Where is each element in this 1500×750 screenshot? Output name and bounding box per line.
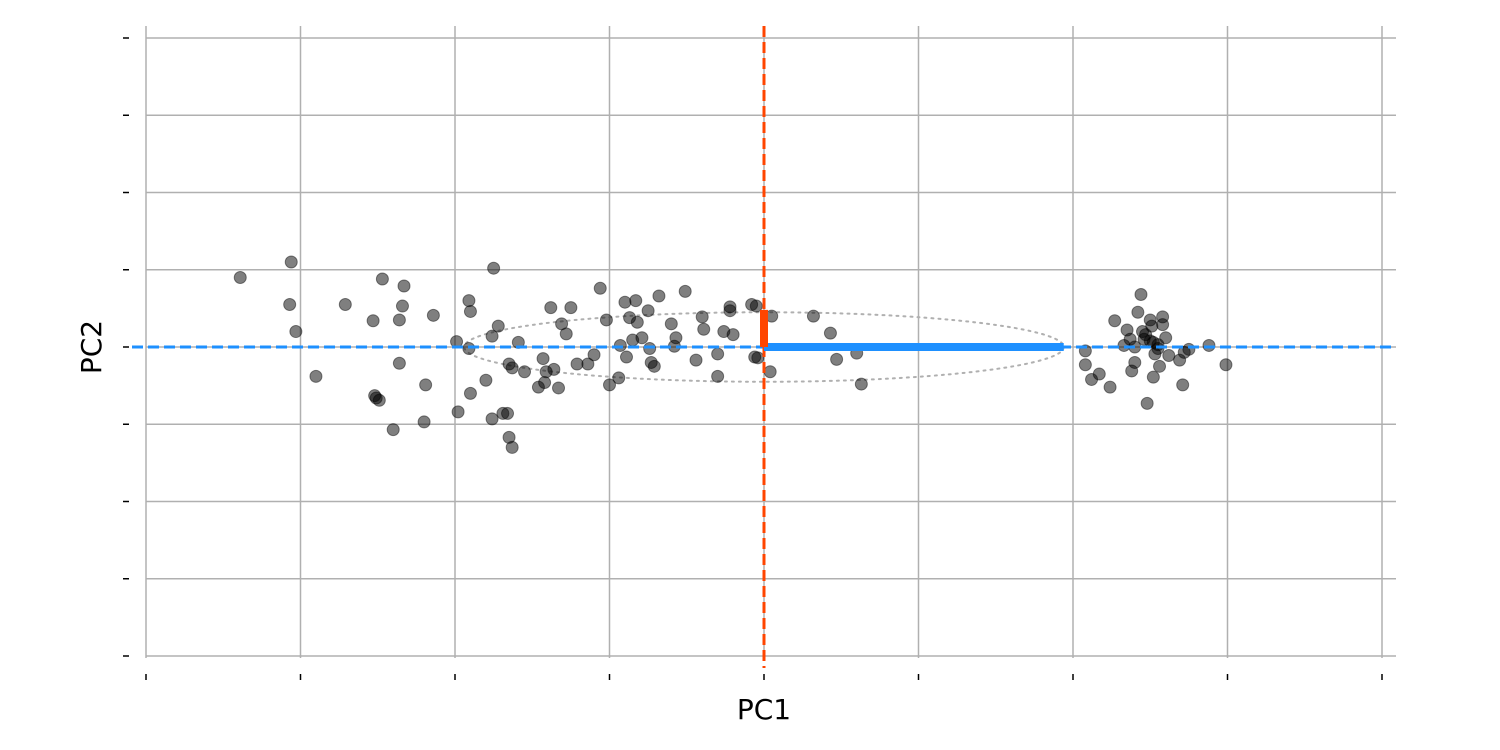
data-point bbox=[485, 412, 499, 426]
data-point bbox=[745, 298, 759, 312]
data-point bbox=[366, 314, 380, 328]
data-point bbox=[462, 294, 476, 308]
data-point bbox=[587, 348, 601, 362]
data-point bbox=[711, 369, 725, 383]
data-point bbox=[593, 281, 607, 295]
data-point bbox=[689, 353, 703, 367]
data-point bbox=[559, 327, 573, 341]
data-point bbox=[419, 378, 433, 392]
data-point bbox=[392, 313, 406, 327]
y-axis-label: PC2 bbox=[75, 320, 108, 374]
data-point bbox=[417, 415, 431, 429]
data-point bbox=[426, 308, 440, 322]
data-point bbox=[386, 423, 400, 437]
data-point bbox=[544, 301, 558, 315]
principal-axes bbox=[132, 26, 1396, 668]
data-point bbox=[462, 342, 476, 356]
data-point bbox=[629, 294, 643, 308]
data-point bbox=[711, 347, 725, 361]
data-point bbox=[697, 322, 711, 336]
data-point bbox=[647, 359, 661, 373]
data-point bbox=[1108, 314, 1122, 328]
data-point bbox=[618, 295, 632, 309]
data-point bbox=[1103, 380, 1117, 394]
data-point bbox=[643, 342, 657, 356]
data-point bbox=[612, 371, 626, 385]
data-point bbox=[1146, 335, 1160, 349]
data-point bbox=[536, 352, 550, 366]
data-point bbox=[664, 317, 678, 331]
data-point bbox=[487, 261, 501, 275]
data-point bbox=[397, 279, 411, 293]
data-point bbox=[1092, 367, 1106, 381]
data-point bbox=[603, 378, 616, 392]
data-point bbox=[505, 440, 519, 454]
data-point bbox=[726, 328, 740, 342]
data-point bbox=[463, 386, 477, 400]
data-point bbox=[1182, 342, 1196, 356]
data-point bbox=[518, 365, 532, 379]
data-point bbox=[1140, 396, 1154, 410]
data-point bbox=[552, 381, 566, 395]
data-point bbox=[395, 299, 409, 313]
data-point bbox=[1202, 338, 1216, 352]
data-point bbox=[375, 272, 389, 286]
x-axis-label: PC1 bbox=[737, 693, 791, 726]
data-point bbox=[652, 289, 666, 303]
data-point bbox=[564, 301, 578, 315]
data-point bbox=[630, 315, 644, 329]
data-point bbox=[823, 326, 837, 340]
data-point bbox=[806, 309, 820, 323]
data-point bbox=[463, 304, 477, 318]
data-point bbox=[763, 365, 777, 379]
data-point bbox=[283, 298, 297, 312]
data-point bbox=[1156, 318, 1170, 332]
data-point bbox=[678, 284, 692, 298]
data-point bbox=[309, 369, 323, 383]
data-point bbox=[289, 325, 303, 339]
data-point bbox=[613, 338, 627, 352]
data-point bbox=[451, 405, 465, 419]
data-point bbox=[338, 298, 352, 312]
data-point bbox=[485, 329, 499, 343]
data-point bbox=[570, 357, 584, 371]
data-point bbox=[641, 304, 655, 318]
data-point bbox=[491, 319, 505, 333]
data-point bbox=[1159, 331, 1173, 345]
data-point bbox=[284, 255, 298, 269]
data-point bbox=[538, 376, 552, 390]
data-point bbox=[372, 393, 386, 407]
data-point bbox=[233, 270, 247, 284]
data-point bbox=[581, 357, 595, 371]
data-point bbox=[1219, 358, 1233, 372]
data-point bbox=[619, 350, 633, 364]
data-point bbox=[1134, 287, 1148, 301]
data-point bbox=[547, 362, 561, 376]
data-point bbox=[505, 361, 519, 375]
data-point bbox=[1078, 358, 1092, 372]
tick-marks bbox=[123, 37, 1383, 680]
data-point bbox=[1131, 305, 1145, 319]
data-point bbox=[669, 331, 683, 345]
data-point bbox=[695, 310, 709, 324]
data-point bbox=[1128, 355, 1142, 369]
data-point bbox=[1162, 348, 1176, 362]
data-point bbox=[1153, 359, 1167, 373]
data-point bbox=[392, 356, 406, 370]
data-point bbox=[854, 377, 868, 391]
data-point bbox=[1146, 370, 1160, 384]
data-point bbox=[501, 406, 515, 420]
data-point bbox=[555, 317, 569, 331]
data-point bbox=[479, 373, 493, 387]
data-point bbox=[635, 331, 649, 345]
data-point bbox=[723, 304, 737, 318]
data-point bbox=[599, 313, 613, 327]
data-point bbox=[1176, 378, 1190, 392]
data-point bbox=[748, 350, 762, 364]
data-point bbox=[830, 352, 844, 366]
data-point bbox=[1139, 328, 1153, 342]
